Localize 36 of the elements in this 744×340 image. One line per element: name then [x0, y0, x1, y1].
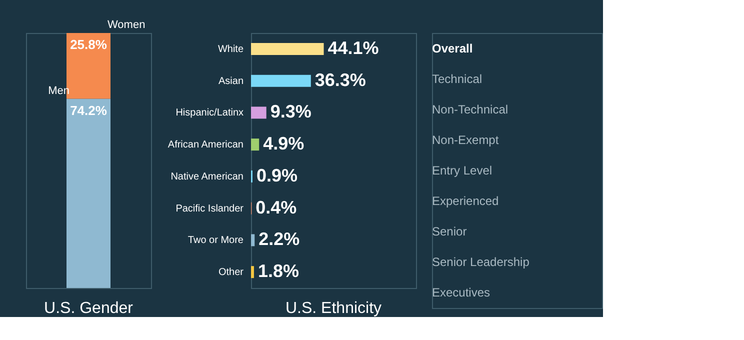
bar: [251, 42, 324, 55]
data-label: 9.3%: [270, 102, 312, 122]
data-label: 0.9%: [256, 165, 298, 186]
series-label: Women: [108, 19, 146, 31]
bar: [251, 74, 311, 87]
text: Overall: [432, 41, 473, 56]
text: U.S. Gender: [44, 300, 134, 317]
data-label: 2.2%: [258, 229, 300, 250]
bar: [251, 106, 266, 119]
data-label: 4.9%: [263, 134, 304, 154]
y-tick-label: Asian: [218, 76, 244, 87]
y-tick-label: African American: [168, 140, 244, 151]
text: Executives: [432, 286, 490, 300]
text: Senior: [432, 224, 467, 239]
data-label: 74.2%: [70, 102, 108, 118]
data-label: 1.8%: [258, 261, 299, 282]
text: Entry Level: [432, 164, 492, 178]
text: Technical: [432, 72, 482, 86]
bar: [251, 138, 260, 151]
text: Non-Exempt: [432, 132, 500, 147]
data-label: 44.1%: [328, 38, 379, 58]
y-tick-label: Pacific Islander: [176, 203, 244, 214]
text: Senior Leadership: [432, 255, 530, 270]
y-tick-label: Native American: [170, 171, 244, 182]
y-tick-label: White: [218, 44, 244, 55]
y-tick-label: Hispanic/Latinx: [176, 108, 244, 119]
data-label: 25.8%: [70, 37, 108, 52]
bar: [251, 234, 255, 246]
y-tick-label: Other: [218, 267, 244, 278]
text: Non-Technical: [432, 102, 508, 116]
text: U.S. Ethnicity: [285, 300, 382, 317]
data-label: 36.3%: [314, 70, 366, 90]
bar: [251, 266, 254, 278]
data-label: 0.4%: [256, 197, 297, 218]
y-tick-label: Two or More: [188, 235, 244, 246]
text: Experienced: [432, 194, 499, 208]
